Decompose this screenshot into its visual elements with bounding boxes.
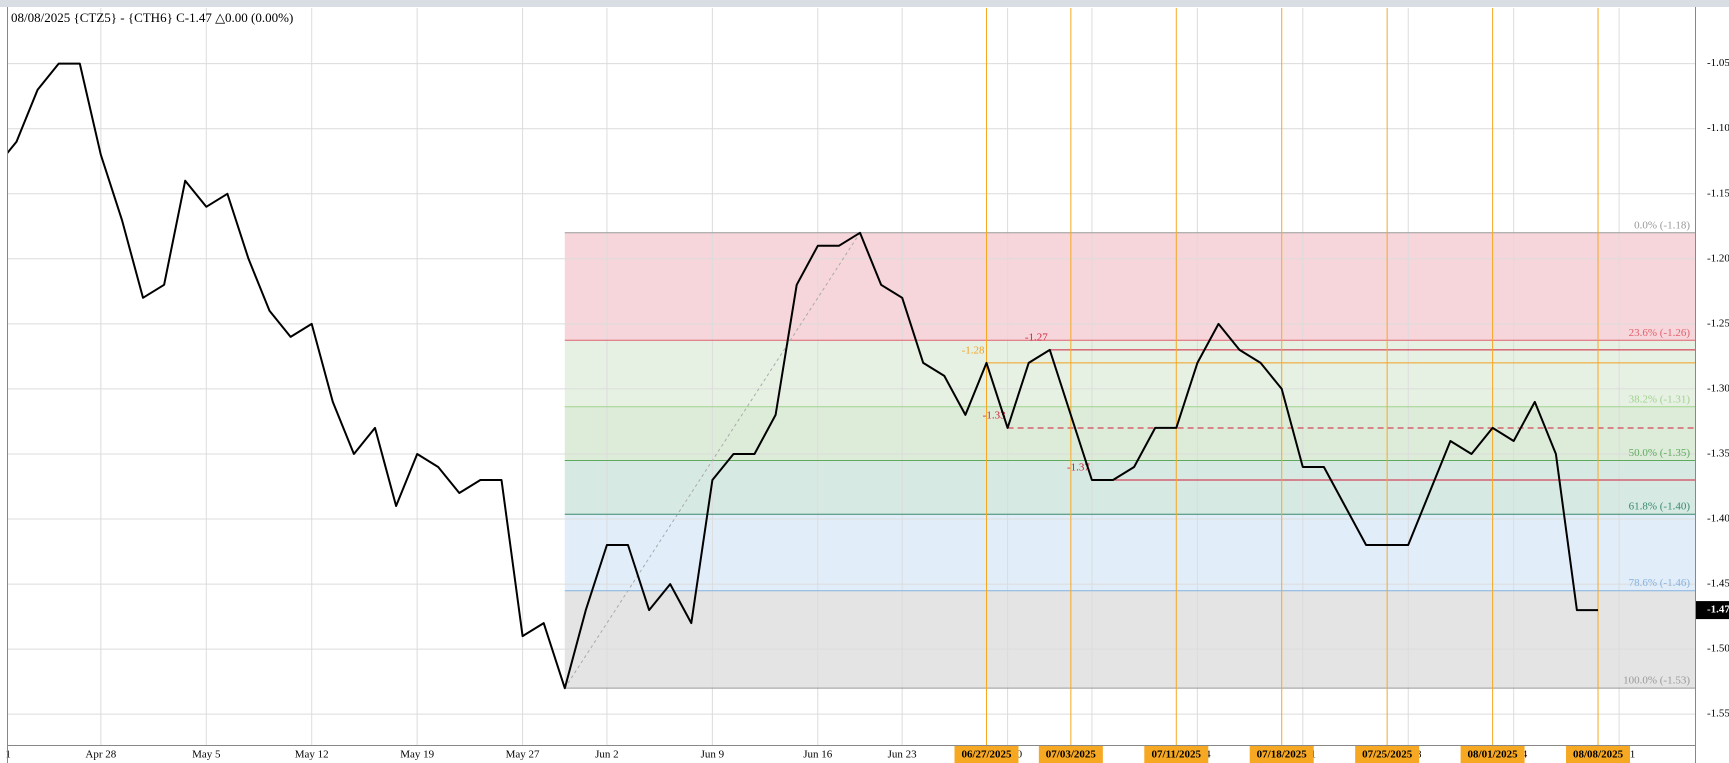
- fib-level-label: 78.6% (-1.46): [1629, 577, 1691, 589]
- fib-trendline: [564, 232, 861, 689]
- level-label: -1.37: [1067, 462, 1090, 474]
- x-tick-label: Apr 21: [0, 749, 11, 761]
- last-price-tag: [1696, 601, 1729, 620]
- y-tick-label: -1.40: [1707, 513, 1729, 525]
- date-marker-label: 08/08/2025: [1573, 749, 1624, 761]
- date-marker-label: 07/11/2025: [1152, 749, 1202, 761]
- x-tick-label: May 5: [192, 749, 221, 761]
- x-tick-label: Jun 2: [595, 749, 619, 761]
- plot-area: 0.0% (-1.18) 23.6% (-1.26) 38.2% (-1.31) 50…: [8, 8, 1695, 745]
- y-tick-label: -1.05: [1707, 57, 1729, 69]
- fib-level-label: 50.0% (-1.35): [1629, 447, 1691, 459]
- date-marker-label: 08/01/2025: [1468, 749, 1519, 761]
- y-tick-label: -1.30: [1707, 382, 1729, 394]
- fib-band: [564, 406, 1695, 461]
- foreground: -1.05 -1.10 -1.15 -1.20 -1.25 -1.30 -1.35 -1.40…: [954, 57, 1729, 763]
- fib-band: [564, 340, 1695, 407]
- date-marker-tag: [954, 745, 1019, 763]
- date-marker-label: 07/03/2025: [1046, 749, 1097, 761]
- x-tick-label: Jun 16: [803, 749, 833, 761]
- level-label: -1.33: [983, 409, 1006, 421]
- price-line: [8, 62, 1598, 690]
- date-marker-label: 07/18/2025: [1257, 749, 1308, 761]
- date-marker-tag: [1460, 745, 1525, 763]
- x-tick-label: Jun 9: [701, 749, 725, 761]
- fib-band: [564, 590, 1695, 689]
- date-marker-label: 07/25/2025: [1362, 749, 1413, 761]
- y-tick-label: -1.45: [1707, 578, 1729, 590]
- level-label: -1.28: [962, 344, 985, 356]
- fib-band: [564, 232, 1695, 341]
- y-tick-label: -1.20: [1707, 252, 1729, 264]
- date-marker-tag: [1038, 745, 1103, 763]
- x-tick-label: May 19: [400, 749, 434, 761]
- date-marker-tag: [1144, 745, 1209, 763]
- top-bar: [0, 0, 1729, 7]
- level-label: -1.27: [1025, 331, 1048, 343]
- x-tick-label: May 27: [506, 749, 540, 761]
- date-marker-label: 06/27/2025: [961, 749, 1012, 761]
- last-price-label: -1.47: [1707, 604, 1729, 616]
- chart-title: 08/08/2025 {CTZ5} - {CTH6} C-1.47 △0.00 …: [11, 10, 293, 25]
- y-tick-label: -1.15: [1707, 187, 1729, 199]
- x-tick-label: Jun 23: [888, 749, 918, 761]
- date-marker-tag: [1355, 745, 1420, 763]
- y-tick-label: -1.10: [1707, 122, 1729, 134]
- x-tick-label: Apr 28: [85, 749, 116, 761]
- fib-level-label: 0.0% (-1.18): [1634, 219, 1690, 231]
- fib-level-label: 61.8% (-1.40): [1629, 501, 1691, 513]
- fib-band: [564, 514, 1695, 591]
- fib-level-label: 38.2% (-1.31): [1629, 393, 1691, 405]
- date-marker-tag: [1249, 745, 1314, 763]
- y-tick-label: -1.35: [1707, 447, 1729, 459]
- x-tick-label: May 12: [295, 749, 329, 761]
- y-tick-label: -1.50: [1707, 643, 1729, 655]
- fib-level-label: 100.0% (-1.53): [1623, 675, 1690, 687]
- date-marker-tag: [1566, 745, 1631, 763]
- y-tick-label: -1.55: [1707, 708, 1729, 720]
- y-tick-label: -1.25: [1707, 317, 1729, 329]
- fib-level-label: 23.6% (-1.26): [1629, 327, 1691, 339]
